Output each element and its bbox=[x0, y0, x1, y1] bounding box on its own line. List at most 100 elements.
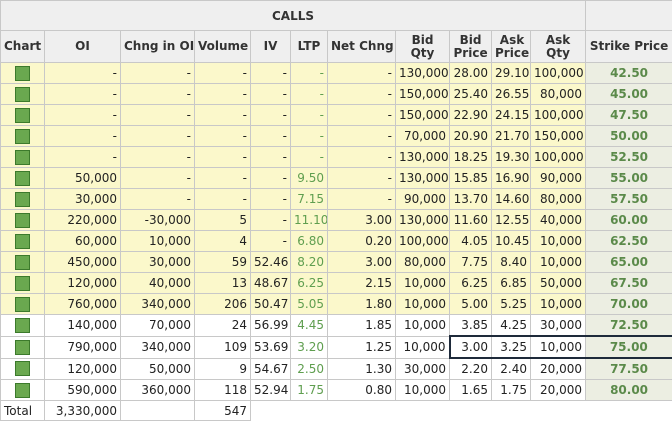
chart-icon[interactable] bbox=[15, 382, 30, 398]
column-header: LTP bbox=[290, 30, 328, 63]
chart-icon[interactable] bbox=[15, 86, 30, 102]
cell: 2.40 bbox=[491, 357, 531, 380]
cell: 59 bbox=[194, 251, 251, 273]
chart-icon[interactable] bbox=[15, 212, 30, 228]
cell: 21.70 bbox=[491, 125, 531, 147]
cell: 150,000 bbox=[395, 104, 450, 126]
chart-icon[interactable] bbox=[15, 170, 30, 186]
cell: 790,000 bbox=[44, 335, 121, 359]
cell: 10,000 bbox=[529, 335, 587, 359]
cell: 20.90 bbox=[449, 125, 492, 147]
cell: - bbox=[327, 146, 396, 168]
cell: - bbox=[327, 62, 396, 84]
cell: - bbox=[120, 104, 195, 126]
chart-icon[interactable] bbox=[15, 275, 30, 291]
chart-icon[interactable] bbox=[15, 191, 30, 207]
column-header-text: Strike Price bbox=[589, 39, 669, 53]
cell: 120,000 bbox=[44, 357, 121, 380]
chart-icon[interactable] bbox=[15, 296, 30, 312]
cell: 56.99 bbox=[250, 314, 291, 337]
cell: 150,000 bbox=[529, 125, 587, 147]
cell: 30,000 bbox=[120, 251, 195, 273]
chart-cell bbox=[0, 335, 45, 359]
cell: 450,000 bbox=[44, 251, 121, 273]
cell: 220,000 bbox=[44, 209, 121, 231]
chart-icon[interactable] bbox=[15, 128, 30, 144]
cell: - bbox=[120, 62, 195, 84]
cell: 9.50 bbox=[290, 167, 328, 189]
cell: - bbox=[327, 188, 396, 210]
option-row: - - - - - -130,000 28.00 29.10 100,000 42.50 bbox=[0, 62, 672, 84]
chart-icon[interactable] bbox=[15, 317, 30, 333]
chart-cell bbox=[0, 293, 45, 315]
cell: 1.75 bbox=[290, 379, 328, 401]
cell: 54.67 bbox=[250, 357, 291, 380]
cell: 13 bbox=[194, 272, 251, 294]
strike-price: 80.00 bbox=[585, 379, 672, 401]
chart-icon[interactable] bbox=[15, 149, 30, 165]
cell: 7.15 bbox=[290, 188, 328, 210]
option-row: 120,000 50,000 9 54.67 2.50 1.30 30,000 2.20 2.4… bbox=[0, 357, 672, 380]
cell: 80,000 bbox=[529, 83, 587, 105]
cell: 6.25 bbox=[290, 272, 328, 294]
strike-price: 60.00 bbox=[585, 209, 672, 231]
cell: 70,000 bbox=[120, 314, 195, 337]
cell: 24.15 bbox=[491, 104, 531, 126]
cell: 150,000 bbox=[395, 83, 450, 105]
cell: 1.80 bbox=[327, 293, 396, 315]
chart-icon[interactable] bbox=[15, 254, 30, 270]
cell: 9 bbox=[194, 357, 251, 380]
chart-cell bbox=[0, 167, 45, 189]
column-header-text: Ask Qty bbox=[545, 32, 571, 60]
cell: - bbox=[250, 230, 291, 252]
cell: - bbox=[120, 125, 195, 147]
strike-price: 62.50 bbox=[585, 230, 672, 252]
chart-icon[interactable] bbox=[15, 339, 30, 355]
chart-icon[interactable] bbox=[15, 361, 30, 377]
cell: 8.40 bbox=[491, 251, 531, 273]
cell: - bbox=[250, 146, 291, 168]
column-header: IV bbox=[250, 30, 291, 63]
cell: - bbox=[44, 104, 121, 126]
cell: - bbox=[290, 104, 328, 126]
cell: 6.80 bbox=[290, 230, 328, 252]
cell: 100,000 bbox=[529, 104, 587, 126]
cell: 340,000 bbox=[120, 335, 195, 359]
cell: 70,000 bbox=[395, 125, 450, 147]
cell: - bbox=[250, 188, 291, 210]
cell: - bbox=[250, 125, 291, 147]
cell: 3.00 bbox=[448, 335, 492, 359]
cell: 29.10 bbox=[491, 62, 531, 84]
cell: - bbox=[44, 125, 121, 147]
cell: 10.45 bbox=[491, 230, 531, 252]
cell: - bbox=[250, 62, 291, 84]
cell: 5 bbox=[194, 209, 251, 231]
strike-price: 42.50 bbox=[585, 62, 672, 84]
cell: - bbox=[250, 83, 291, 105]
cell: 50.47 bbox=[250, 293, 291, 315]
cell: 28.00 bbox=[449, 62, 492, 84]
cell: 60,000 bbox=[44, 230, 121, 252]
cell: 3.20 bbox=[290, 335, 328, 359]
chart-cell bbox=[0, 209, 45, 231]
cell: 5.25 bbox=[491, 293, 531, 315]
cell: 48.67 bbox=[250, 272, 291, 294]
option-row: 790,000 340,000 109 53.69 3.20 1.25 10,000 3.00… bbox=[0, 335, 672, 359]
option-row: 220,000 -30,000 5-11.10 3.00 130,000 11.60 12.… bbox=[0, 209, 672, 231]
cell: 24 bbox=[194, 314, 251, 337]
cell: - bbox=[327, 83, 396, 105]
cell: 130,000 bbox=[395, 209, 450, 231]
strike-price: 45.00 bbox=[585, 83, 672, 105]
cell: 53.69 bbox=[250, 335, 291, 359]
chart-cell bbox=[0, 83, 45, 105]
chart-icon[interactable] bbox=[15, 107, 30, 123]
strike-price: 72.50 bbox=[585, 314, 672, 337]
cell: - bbox=[120, 167, 195, 189]
chart-icon[interactable] bbox=[15, 233, 30, 249]
chart-icon[interactable] bbox=[15, 65, 30, 81]
cell: 2.15 bbox=[327, 272, 396, 294]
cell: - bbox=[194, 83, 251, 105]
cell: 1.85 bbox=[327, 314, 396, 337]
cell: 10,000 bbox=[395, 379, 450, 401]
strike-price: 65.00 bbox=[585, 251, 672, 273]
